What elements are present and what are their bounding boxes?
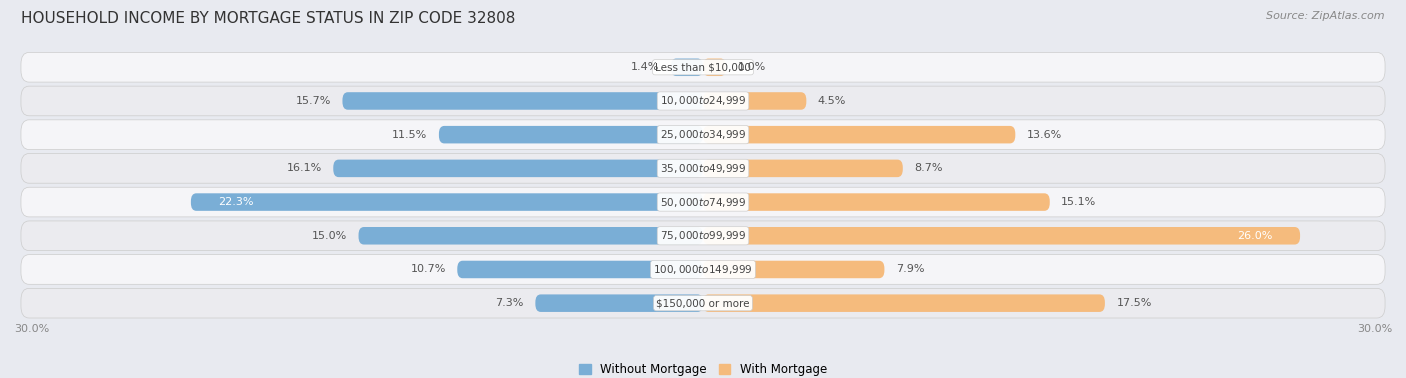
Text: 30.0%: 30.0%: [14, 324, 49, 334]
FancyBboxPatch shape: [359, 227, 703, 245]
FancyBboxPatch shape: [343, 92, 703, 110]
Text: $35,000 to $49,999: $35,000 to $49,999: [659, 162, 747, 175]
FancyBboxPatch shape: [703, 126, 1015, 143]
FancyBboxPatch shape: [703, 160, 903, 177]
Text: $150,000 or more: $150,000 or more: [657, 298, 749, 308]
Text: Less than $10,000: Less than $10,000: [655, 62, 751, 72]
FancyBboxPatch shape: [191, 193, 703, 211]
Text: 15.7%: 15.7%: [295, 96, 330, 106]
FancyBboxPatch shape: [703, 261, 884, 278]
Text: 8.7%: 8.7%: [914, 163, 943, 174]
Text: Source: ZipAtlas.com: Source: ZipAtlas.com: [1267, 11, 1385, 21]
Text: $10,000 to $24,999: $10,000 to $24,999: [659, 94, 747, 107]
FancyBboxPatch shape: [671, 59, 703, 76]
FancyBboxPatch shape: [21, 53, 1385, 82]
Text: 4.5%: 4.5%: [818, 96, 846, 106]
Text: $75,000 to $99,999: $75,000 to $99,999: [659, 229, 747, 242]
Text: 1.0%: 1.0%: [738, 62, 766, 72]
FancyBboxPatch shape: [536, 294, 703, 312]
FancyBboxPatch shape: [21, 153, 1385, 183]
Text: HOUSEHOLD INCOME BY MORTGAGE STATUS IN ZIP CODE 32808: HOUSEHOLD INCOME BY MORTGAGE STATUS IN Z…: [21, 11, 516, 26]
Text: 22.3%: 22.3%: [218, 197, 254, 207]
FancyBboxPatch shape: [457, 261, 703, 278]
Text: 15.0%: 15.0%: [312, 231, 347, 241]
Text: 15.1%: 15.1%: [1062, 197, 1097, 207]
Text: $25,000 to $34,999: $25,000 to $34,999: [659, 128, 747, 141]
Legend: Without Mortgage, With Mortgage: Without Mortgage, With Mortgage: [574, 358, 832, 378]
FancyBboxPatch shape: [333, 160, 703, 177]
FancyBboxPatch shape: [21, 120, 1385, 149]
FancyBboxPatch shape: [21, 288, 1385, 318]
FancyBboxPatch shape: [21, 221, 1385, 251]
FancyBboxPatch shape: [21, 255, 1385, 284]
FancyBboxPatch shape: [439, 126, 703, 143]
FancyBboxPatch shape: [703, 227, 1301, 245]
FancyBboxPatch shape: [703, 59, 725, 76]
FancyBboxPatch shape: [21, 187, 1385, 217]
FancyBboxPatch shape: [703, 294, 1105, 312]
Text: 30.0%: 30.0%: [1357, 324, 1392, 334]
Text: 7.3%: 7.3%: [495, 298, 524, 308]
FancyBboxPatch shape: [703, 193, 1050, 211]
Text: 26.0%: 26.0%: [1237, 231, 1272, 241]
Text: 1.4%: 1.4%: [631, 62, 659, 72]
Text: 11.5%: 11.5%: [392, 130, 427, 139]
FancyBboxPatch shape: [703, 92, 807, 110]
Text: 13.6%: 13.6%: [1026, 130, 1062, 139]
Text: $100,000 to $149,999: $100,000 to $149,999: [654, 263, 752, 276]
Text: 17.5%: 17.5%: [1116, 298, 1152, 308]
Text: 10.7%: 10.7%: [411, 265, 446, 274]
FancyBboxPatch shape: [21, 86, 1385, 116]
Text: 16.1%: 16.1%: [287, 163, 322, 174]
Text: 7.9%: 7.9%: [896, 265, 924, 274]
Text: $50,000 to $74,999: $50,000 to $74,999: [659, 195, 747, 209]
